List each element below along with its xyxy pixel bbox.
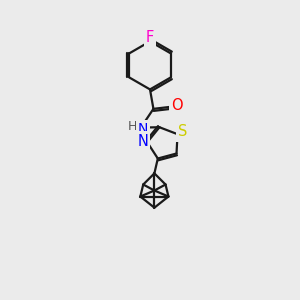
- Text: N: N: [138, 122, 148, 136]
- Text: F: F: [146, 30, 154, 45]
- Text: H: H: [128, 120, 137, 133]
- Text: O: O: [172, 98, 183, 113]
- Text: N: N: [137, 134, 148, 148]
- Text: S: S: [178, 124, 187, 140]
